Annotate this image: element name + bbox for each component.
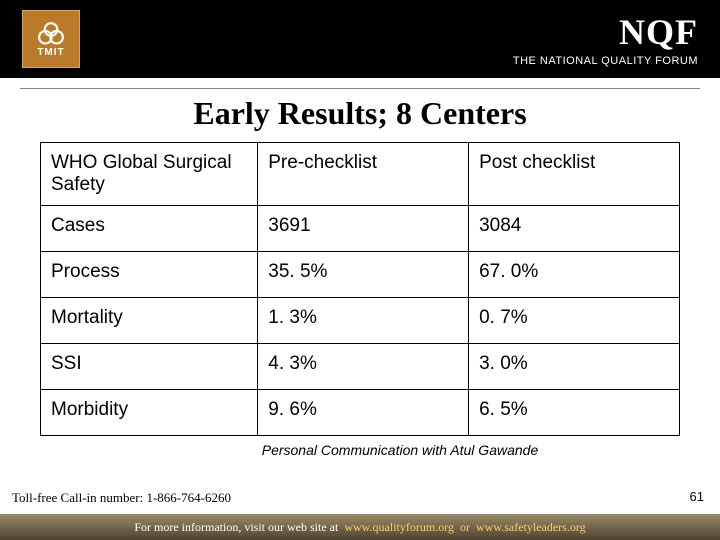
tmit-label: TMIT [37,47,64,58]
table-cell: 3691 [258,206,469,252]
table-cell: 0. 7% [469,298,680,344]
table-cell: 3. 0% [469,344,680,390]
table-cell: Cases [41,206,258,252]
results-table: WHO Global Surgical Safety Pre-checklist… [40,142,680,436]
bottom-bar-link[interactable]: www.safetyleaders.org [476,520,586,535]
nqf-block: NQF THE NATIONAL QUALITY FORUM [513,11,698,67]
divider [20,88,700,89]
bottom-bar-link[interactable]: www.qualityforum.org [344,520,454,535]
top-banner: TMIT NQF THE NATIONAL QUALITY FORUM [0,0,720,78]
table-row: Mortality 1. 3% 0. 7% [41,298,680,344]
table-cell: 3084 [469,206,680,252]
table-cell: 9. 6% [258,390,469,436]
table-header-cell: Pre-checklist [258,143,469,206]
table-row: SSI 4. 3% 3. 0% [41,344,680,390]
callin-number: 1-866-764-6260 [146,490,231,505]
callin-label: Toll-free Call-in number: [12,490,146,505]
slide-number: 61 [690,489,704,504]
attribution: Personal Communication with Atul Gawande [80,442,720,458]
callin-line: Toll-free Call-in number: 1-866-764-6260 [12,490,231,506]
table-row: Morbidity 9. 6% 6. 5% [41,390,680,436]
tmit-logo: TMIT [22,10,80,68]
table-cell: Mortality [41,298,258,344]
bottom-bar-or: or [460,520,470,535]
table-row: WHO Global Surgical Safety Pre-checklist… [41,143,680,206]
nqf-subtitle: THE NATIONAL QUALITY FORUM [513,55,698,67]
nqf-title: NQF [513,11,698,53]
table-row: Process 35. 5% 67. 0% [41,252,680,298]
table-cell: 1. 3% [258,298,469,344]
triquetra-icon [37,21,65,45]
table-header-cell: Post checklist [469,143,680,206]
table-row: Cases 3691 3084 [41,206,680,252]
table-cell: 4. 3% [258,344,469,390]
table-cell: 35. 5% [258,252,469,298]
table-cell: SSI [41,344,258,390]
table-cell: 67. 0% [469,252,680,298]
table-cell: Process [41,252,258,298]
slide-title: Early Results; 8 Centers [0,95,720,132]
table-header-cell: WHO Global Surgical Safety [41,143,258,206]
bottom-bar-prefix: For more information, visit our web site… [134,520,338,535]
bottom-bar: For more information, visit our web site… [0,514,720,540]
table-cell: Morbidity [41,390,258,436]
table-cell: 6. 5% [469,390,680,436]
table-wrapper: WHO Global Surgical Safety Pre-checklist… [0,142,720,436]
